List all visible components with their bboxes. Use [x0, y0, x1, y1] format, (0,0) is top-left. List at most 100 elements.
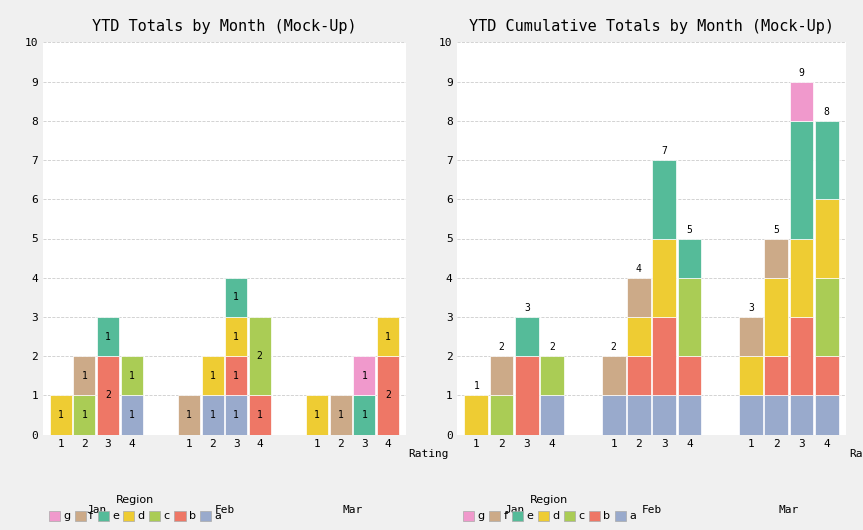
- Text: 2: 2: [499, 342, 505, 352]
- Text: 4: 4: [636, 264, 642, 274]
- Bar: [815, 199, 839, 278]
- Bar: [225, 317, 247, 356]
- Text: 1: 1: [129, 371, 135, 381]
- Text: 1: 1: [362, 410, 368, 420]
- Bar: [765, 238, 788, 278]
- Text: Feb: Feb: [641, 505, 662, 515]
- Bar: [306, 395, 328, 435]
- Text: 8: 8: [824, 107, 829, 117]
- Legend: g, f, e, d, c, b, a: g, f, e, d, c, b, a: [463, 495, 636, 522]
- Bar: [765, 278, 788, 356]
- Bar: [790, 82, 813, 121]
- Bar: [540, 356, 564, 395]
- Text: Mar: Mar: [343, 505, 362, 515]
- Bar: [490, 395, 513, 435]
- Text: 1: 1: [186, 410, 192, 420]
- Text: 2: 2: [611, 342, 617, 352]
- Text: 3: 3: [748, 303, 754, 313]
- Text: 1: 1: [81, 410, 87, 420]
- Bar: [121, 395, 142, 435]
- Bar: [765, 395, 788, 435]
- Bar: [353, 356, 375, 395]
- Bar: [377, 356, 399, 435]
- Bar: [740, 317, 763, 356]
- Bar: [790, 317, 813, 395]
- Bar: [652, 395, 676, 435]
- Text: 1: 1: [233, 293, 239, 302]
- Bar: [815, 121, 839, 199]
- Bar: [50, 395, 72, 435]
- Bar: [249, 317, 271, 395]
- Bar: [73, 395, 96, 435]
- Bar: [515, 317, 539, 356]
- Bar: [652, 238, 676, 317]
- Text: 3: 3: [524, 303, 530, 313]
- Text: 1: 1: [81, 371, 87, 381]
- Bar: [353, 395, 375, 435]
- Bar: [652, 317, 676, 395]
- Bar: [464, 395, 488, 435]
- Text: 5: 5: [773, 225, 779, 235]
- Text: 1: 1: [105, 332, 111, 341]
- Text: 1: 1: [129, 410, 135, 420]
- Text: 1: 1: [362, 371, 368, 381]
- Text: Rating: Rating: [849, 449, 863, 459]
- Bar: [249, 395, 271, 435]
- Bar: [815, 395, 839, 435]
- Bar: [815, 356, 839, 395]
- Text: 1: 1: [474, 382, 479, 392]
- Bar: [677, 395, 702, 435]
- Bar: [627, 395, 651, 435]
- Bar: [652, 160, 676, 238]
- Bar: [202, 356, 224, 395]
- Bar: [602, 395, 626, 435]
- Text: 7: 7: [661, 146, 667, 156]
- Text: 2: 2: [105, 391, 111, 400]
- Bar: [677, 238, 702, 278]
- Text: Rating: Rating: [408, 449, 449, 459]
- Bar: [377, 317, 399, 356]
- Bar: [790, 395, 813, 435]
- Text: 1: 1: [314, 410, 320, 420]
- Bar: [121, 356, 142, 395]
- Legend: g, f, e, d, c, b, a: g, f, e, d, c, b, a: [48, 495, 222, 522]
- Text: 9: 9: [798, 68, 804, 78]
- Bar: [202, 395, 224, 435]
- Text: Mar: Mar: [778, 505, 799, 515]
- Text: 1: 1: [337, 410, 343, 420]
- Bar: [627, 317, 651, 356]
- Text: 5: 5: [686, 225, 692, 235]
- Bar: [97, 356, 119, 435]
- Bar: [790, 238, 813, 317]
- Text: Jan: Jan: [86, 505, 106, 515]
- Bar: [740, 395, 763, 435]
- Bar: [765, 356, 788, 395]
- Bar: [627, 356, 651, 395]
- Text: 2: 2: [385, 391, 391, 400]
- Text: Feb: Feb: [214, 505, 235, 515]
- Text: 1: 1: [257, 410, 262, 420]
- Bar: [225, 395, 247, 435]
- Text: 1: 1: [385, 332, 391, 341]
- Bar: [225, 356, 247, 395]
- Bar: [677, 356, 702, 395]
- Bar: [540, 395, 564, 435]
- Text: 1: 1: [210, 410, 216, 420]
- Bar: [515, 356, 539, 435]
- Bar: [740, 356, 763, 395]
- Text: 1: 1: [233, 332, 239, 341]
- Title: YTD Totals by Month (Mock-Up): YTD Totals by Month (Mock-Up): [92, 19, 356, 34]
- Bar: [73, 356, 96, 395]
- Bar: [815, 278, 839, 356]
- Text: 1: 1: [210, 371, 216, 381]
- Text: 2: 2: [549, 342, 555, 352]
- Bar: [490, 356, 513, 395]
- Bar: [178, 395, 200, 435]
- Text: 1: 1: [233, 371, 239, 381]
- Text: 1: 1: [233, 410, 239, 420]
- Bar: [677, 278, 702, 356]
- Text: 2: 2: [257, 351, 262, 361]
- Bar: [330, 395, 352, 435]
- Title: YTD Cumulative Totals by Month (Mock-Up): YTD Cumulative Totals by Month (Mock-Up): [469, 19, 834, 34]
- Bar: [627, 278, 651, 317]
